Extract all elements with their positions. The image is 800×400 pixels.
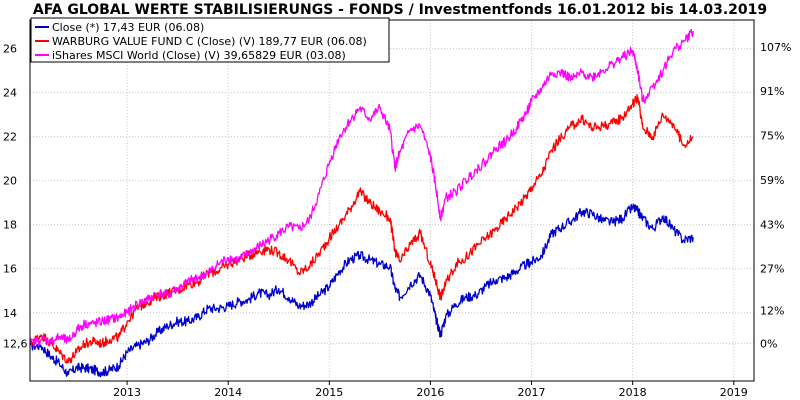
x-tick-label: 2015: [315, 386, 343, 399]
y-right-tick-label: 0%: [760, 338, 777, 351]
x-tick-label: 2018: [619, 386, 647, 399]
y-left-tick-label: 26: [3, 43, 17, 56]
y-right-tick-label: 27%: [760, 263, 784, 276]
legend-label-3: iShares MSCI World (Close) (V) 39,65829 …: [52, 49, 346, 62]
y-left-tick-label: 18: [3, 219, 17, 232]
chart-title: AFA GLOBAL WERTE STABILISIERUNGS - FONDS…: [32, 2, 768, 18]
y-left-tick-label: 24: [3, 87, 17, 100]
y-right-tick-label: 107%: [760, 41, 791, 54]
series-layer: [29, 28, 694, 378]
y-left-tick-label: 16: [3, 263, 17, 276]
x-tick-label: 2019: [720, 386, 748, 399]
plot-background: [30, 20, 754, 381]
legend: Close (*) 17,43 EUR (06.08)WARBURG VALUE…: [30, 17, 390, 63]
series-line-1: [29, 203, 694, 378]
legend-label-2: WARBURG VALUE FUND C (Close) (V) 189,77 …: [52, 35, 367, 48]
y-left-tick-label: 20: [3, 175, 17, 188]
x-tick-label: 2013: [113, 386, 141, 399]
x-tick-label: 2014: [214, 386, 242, 399]
y-right-tick-label: 59%: [760, 174, 784, 187]
plot-frame: [29, 19, 755, 382]
grid-layer: [30, 20, 754, 381]
y-left-tick-label: 22: [3, 131, 17, 144]
x-tick-label: 2017: [518, 386, 546, 399]
series-line-3: [29, 28, 694, 348]
y-left-tick-label: 12,6: [3, 338, 28, 351]
x-tick-label: 2016: [416, 386, 444, 399]
y-right-tick-label: 75%: [760, 130, 784, 143]
legend-box: [30, 17, 390, 63]
y-left-tick-label: 14: [3, 307, 17, 320]
legend-label-1: Close (*) 17,43 EUR (06.08): [52, 21, 204, 34]
y-right-tick-label: 91%: [760, 85, 784, 98]
axis-layer: 12,6 14 16 18 20 22 24 26 0% 12% 27% 43% 59% 75% 91% 10…: [3, 41, 791, 399]
y-right-tick-label: 43%: [760, 218, 784, 231]
y-right-tick-label: 12%: [760, 304, 784, 317]
